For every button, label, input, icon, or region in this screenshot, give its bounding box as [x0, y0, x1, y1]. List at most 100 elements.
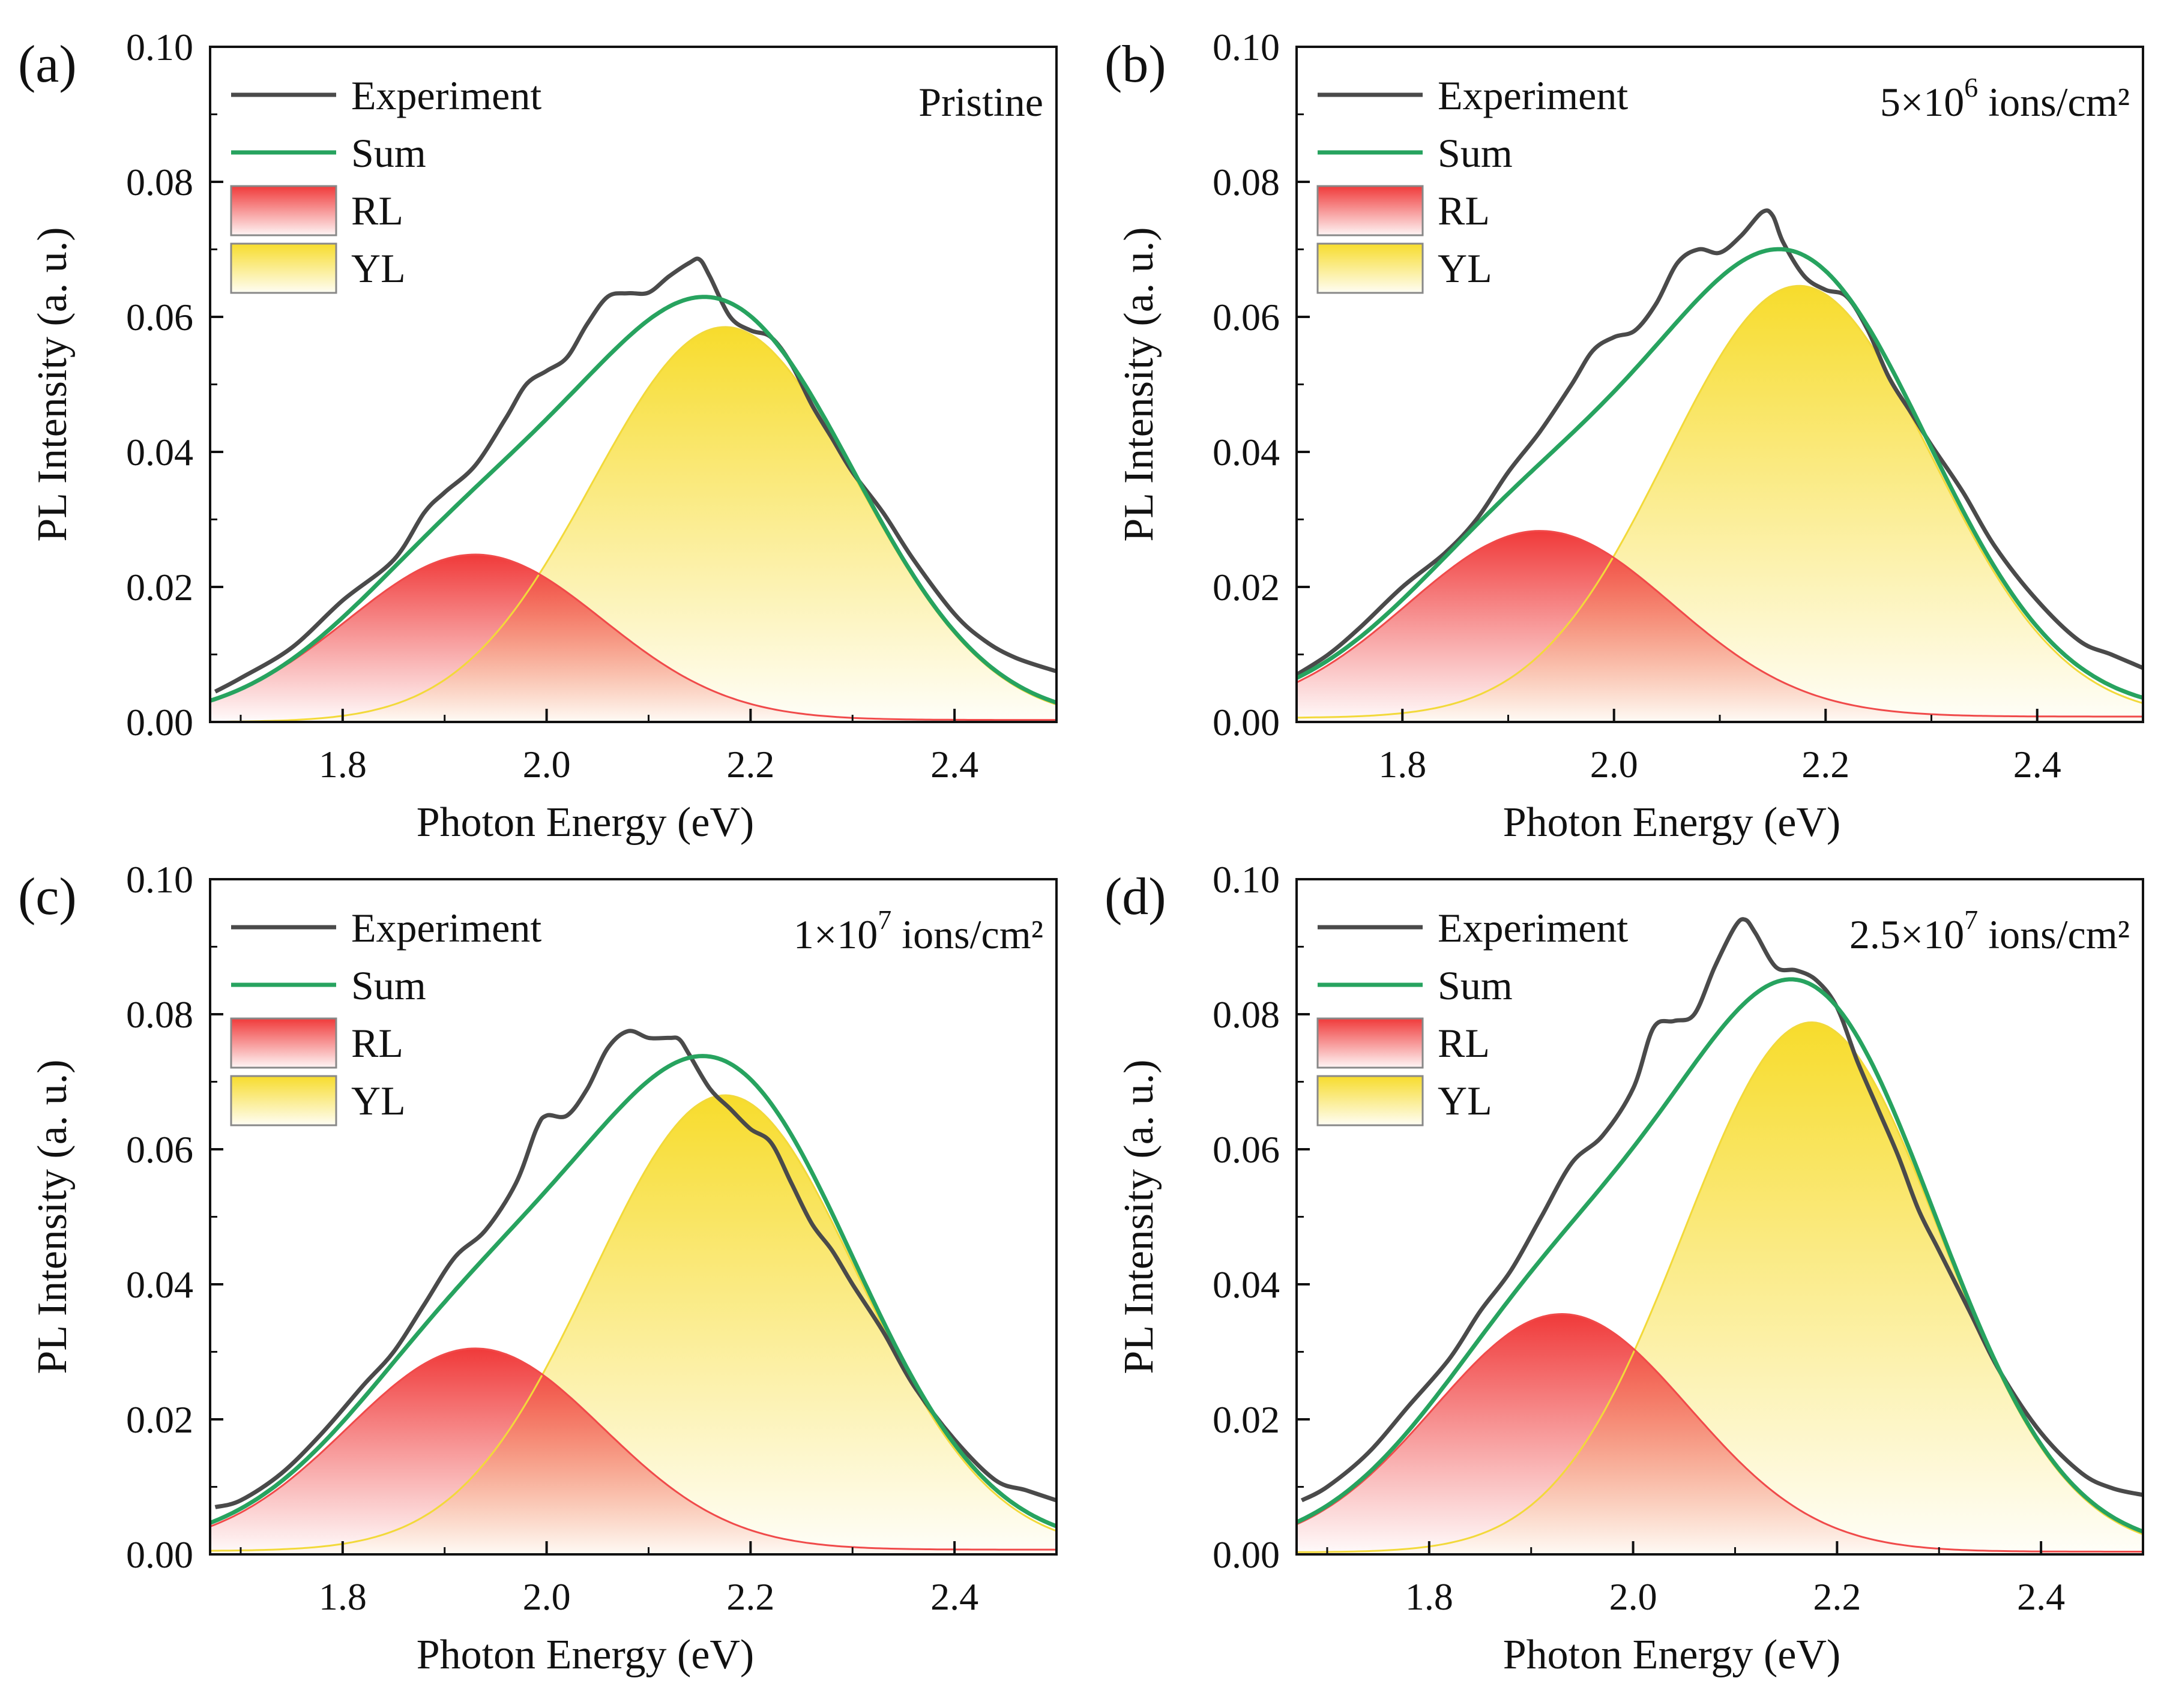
- y-tick-label: 0.06: [1213, 1128, 1280, 1171]
- x-tick-label: 2.0: [1609, 1575, 1657, 1618]
- experiment-line: [1300, 917, 2143, 1503]
- x-axis-label: Photon Energy (eV): [1503, 799, 1841, 846]
- x-tick-label: 2.2: [1801, 743, 1849, 786]
- x-axis-label: Photon Energy (eV): [1503, 1632, 1841, 1678]
- panel-label: (d): [1105, 868, 1166, 926]
- legend-rl-swatch: [230, 185, 337, 236]
- legend-label-yl: YL: [1438, 1078, 1492, 1123]
- yl-area: [210, 1095, 1056, 1554]
- y-tick-label: 0.00: [1213, 1533, 1280, 1576]
- legend-label-yl: YL: [1438, 245, 1492, 291]
- legend-yl-swatch: [1316, 1075, 1424, 1126]
- x-tick-label: 2.0: [523, 743, 571, 786]
- x-tick-label: 2.0: [523, 1575, 571, 1618]
- legend: Experiment Sum RL YL: [1316, 73, 1628, 294]
- y-tick-label: 0.02: [126, 566, 193, 609]
- panel-c: 1.8 2.0 2.2 2.4 0.00 0.02 0.04 0.06 0.08 0.10 Phot…: [18, 858, 1058, 1678]
- rl-area: [1297, 1314, 2143, 1554]
- y-axis-label: PL Intensity (a. u.): [1116, 1059, 1162, 1374]
- yl-line: [1297, 284, 2143, 719]
- y-tick-label: 0.10: [1213, 26, 1280, 68]
- legend-label-sum: Sum: [1438, 963, 1513, 1008]
- legend-label-yl: YL: [351, 245, 406, 291]
- y-tick-label: 0.02: [126, 1398, 193, 1441]
- legend-label-sum: Sum: [1438, 130, 1513, 176]
- legend-yl-swatch: [230, 242, 337, 294]
- x-tick-label: 2.4: [2017, 1575, 2065, 1618]
- y-tick-label: 0.04: [1213, 431, 1280, 474]
- yl-area: [210, 326, 1056, 722]
- panel-label: (a): [18, 35, 77, 94]
- x-tick-label: 1.8: [1378, 743, 1426, 786]
- y-tick-label: 0.08: [1213, 161, 1280, 203]
- panel-label: (c): [18, 868, 77, 926]
- condition-annotation: 1×107 ions/cm²: [794, 904, 1043, 957]
- y-axis-label: PL Intensity (a. u.): [29, 1059, 76, 1374]
- y-tick-label: 0.00: [126, 701, 193, 744]
- rl-line: [1297, 1313, 2143, 1553]
- legend-label-experiment: Experiment: [1438, 73, 1628, 118]
- panel-b: 1.8 2.0 2.2 2.4 0.00 0.02 0.04 0.06 0.08 0.10 Phot…: [1105, 26, 2144, 846]
- y-tick-label: 0.08: [126, 993, 193, 1036]
- y-axis-label: PL Intensity (a. u.): [29, 227, 76, 541]
- y-tick-label: 0.00: [1213, 701, 1280, 744]
- x-tick-label: 2.2: [726, 743, 774, 786]
- legend-label-sum: Sum: [351, 130, 426, 176]
- legend-label-experiment: Experiment: [351, 905, 541, 951]
- y-axis-label: PL Intensity (a. u.): [1116, 227, 1162, 541]
- y-tick-label: 0.02: [1213, 566, 1280, 609]
- sum-line: [1297, 977, 2143, 1534]
- x-tick-label: 1.8: [319, 743, 367, 786]
- yl-area: [1297, 286, 2143, 722]
- yl-area: [1297, 1022, 2143, 1554]
- y-tick-label: 0.10: [126, 26, 193, 68]
- x-tick-label: 2.0: [1590, 743, 1638, 786]
- sum-line: [210, 295, 1056, 705]
- x-tick-label: 2.2: [726, 1575, 774, 1618]
- condition-annotation: Pristine: [918, 79, 1043, 125]
- condition-annotation: 2.5×107 ions/cm²: [1849, 904, 2130, 957]
- x-axis-label: Photon Energy (eV): [417, 1632, 755, 1678]
- y-tick-label: 0.08: [1213, 993, 1280, 1036]
- y-tick-label: 0.04: [126, 1263, 193, 1306]
- experiment-line: [1297, 208, 2143, 677]
- y-tick-label: 0.06: [1213, 296, 1280, 338]
- legend-yl-swatch: [1316, 242, 1424, 294]
- legend-rl-swatch: [1316, 185, 1424, 236]
- y-tick-label: 0.00: [126, 1533, 193, 1576]
- condition-annotation: 5×106 ions/cm²: [1880, 72, 2130, 125]
- panel-d: 1.8 2.0 2.2 2.4 0.00 0.02 0.04 0.06 0.08 0.10 Phot…: [1105, 858, 2144, 1678]
- legend-label-rl: RL: [1438, 188, 1490, 233]
- legend: Experiment Sum RL YL: [230, 73, 541, 294]
- legend-label-yl: YL: [351, 1078, 406, 1123]
- rl-area: [1297, 531, 2143, 722]
- legend-label-rl: RL: [351, 1020, 403, 1066]
- y-tick-label: 0.04: [1213, 1263, 1280, 1306]
- x-tick-label: 2.4: [930, 1575, 978, 1618]
- legend: Experiment Sum RL YL: [1316, 905, 1628, 1126]
- y-tick-label: 0.02: [1213, 1398, 1280, 1441]
- legend-label-experiment: Experiment: [1438, 905, 1628, 951]
- rl-line: [1297, 530, 2143, 718]
- legend-label-rl: RL: [1438, 1020, 1490, 1066]
- legend-label-sum: Sum: [351, 963, 426, 1008]
- x-tick-label: 2.4: [930, 743, 978, 786]
- x-tick-label: 1.8: [319, 1575, 367, 1618]
- rl-area: [210, 1348, 1056, 1554]
- legend-label-experiment: Experiment: [351, 73, 541, 118]
- y-tick-label: 0.10: [1213, 858, 1280, 901]
- rl-area: [210, 555, 1056, 722]
- x-tick-label: 2.2: [1813, 1575, 1861, 1618]
- legend: Experiment Sum RL YL: [230, 905, 541, 1126]
- x-axis-label: Photon Energy (eV): [417, 799, 755, 846]
- x-tick-label: 1.8: [1405, 1575, 1453, 1618]
- legend-yl-swatch: [230, 1075, 337, 1126]
- y-tick-label: 0.06: [126, 296, 193, 338]
- legend-rl-swatch: [1316, 1017, 1424, 1069]
- legend-rl-swatch: [230, 1017, 337, 1069]
- panel-label: (b): [1105, 35, 1166, 94]
- experiment-line: [214, 1029, 1056, 1509]
- legend-label-rl: RL: [351, 188, 403, 233]
